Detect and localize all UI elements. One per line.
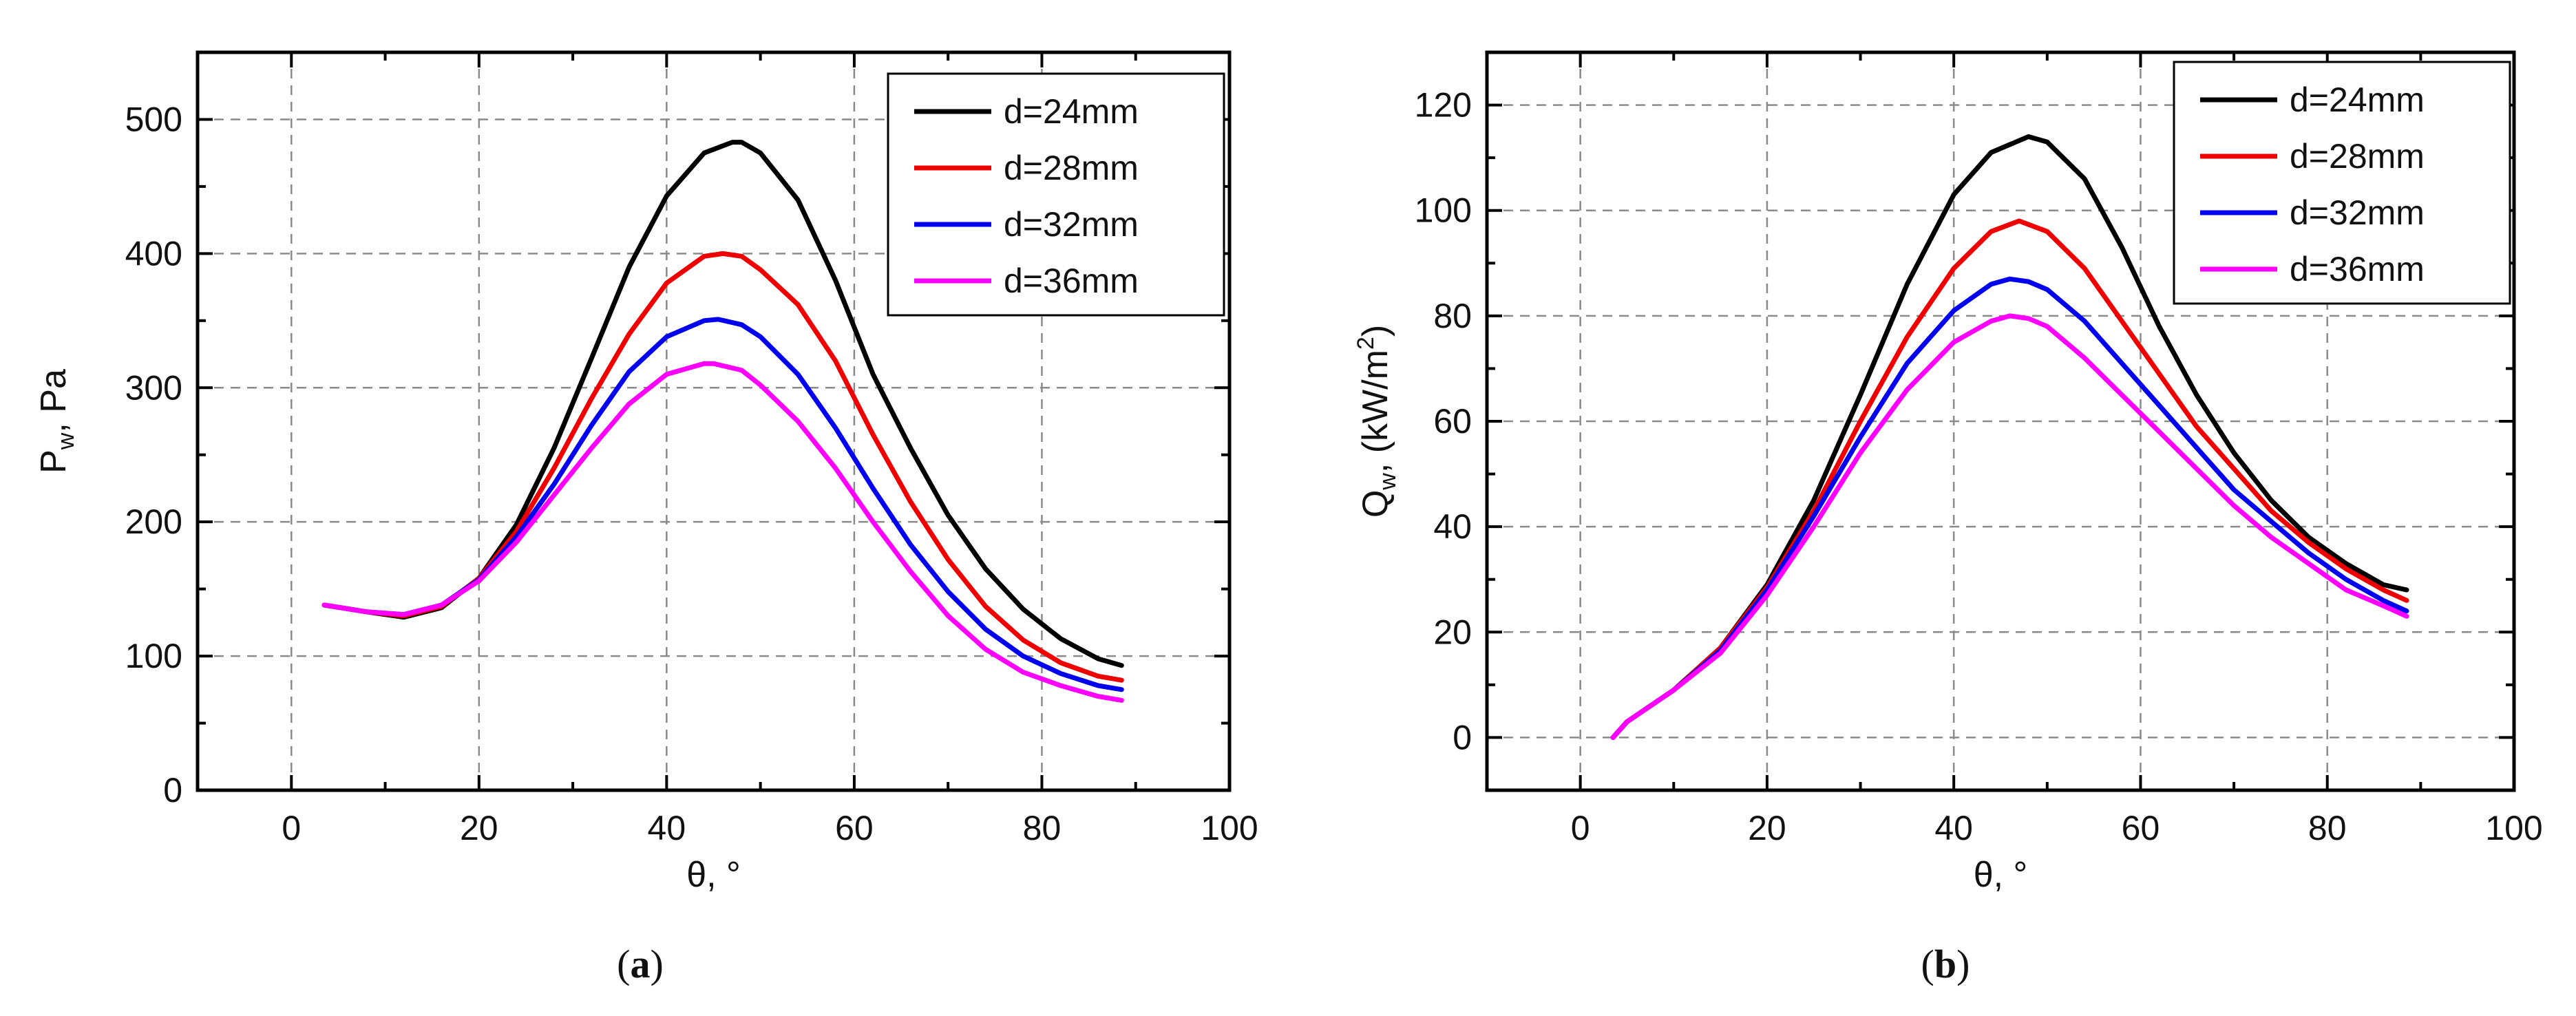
legend-label: d=36mm xyxy=(2290,250,2425,288)
x-axis-title: θ, ° xyxy=(1974,855,2028,895)
series-line-d32mm xyxy=(1610,276,2409,740)
x-tick-label: 100 xyxy=(1201,809,1258,847)
legend-label: d=28mm xyxy=(1004,149,1139,187)
legend-label: d=28mm xyxy=(2290,137,2425,176)
y-axis-title-subscript: w xyxy=(1375,473,1401,491)
x-tick-label: 80 xyxy=(2308,809,2347,847)
panel-label: (b) xyxy=(1921,942,1970,986)
panel-label-close: ) xyxy=(1956,942,1970,986)
y-tick-label: 80 xyxy=(1433,297,1472,335)
chart-panel-b: 0 20 40 60 80 100 0 20 40 60 80 100 120 θ, ° Qw, (kW/m… xyxy=(1353,50,2543,986)
x-tick-label: 20 xyxy=(460,809,498,847)
legend-label: d=24mm xyxy=(2290,81,2425,119)
panel-label-open: ( xyxy=(1921,942,1934,986)
y-axis-title: Pw, Pa xyxy=(34,369,79,474)
y-tick-label: 40 xyxy=(1433,507,1472,546)
y-tick-label: 120 xyxy=(1415,86,1472,125)
panel-label-letter: b xyxy=(1934,942,1956,986)
x-tick-label: 80 xyxy=(1023,809,1062,847)
series-line-d32mm xyxy=(321,317,1124,692)
y-tick-label: 100 xyxy=(1415,191,1472,230)
legend-label: d=32mm xyxy=(1004,205,1139,244)
legend-label: d=36mm xyxy=(1004,262,1139,300)
x-tick-label: 60 xyxy=(2122,809,2160,847)
y-tick-label: 0 xyxy=(1453,718,1472,756)
y-tick-label: 60 xyxy=(1433,402,1472,441)
y-tick-label: 300 xyxy=(125,368,182,407)
series-line-d36mm xyxy=(1610,313,2409,740)
legend-label: d=24mm xyxy=(1004,92,1139,131)
x-tick-label: 0 xyxy=(282,809,301,847)
y-axis-title-unit: , (kW/m xyxy=(1355,350,1395,473)
panel-label: (a) xyxy=(617,942,664,986)
plot-frame xyxy=(196,50,1232,792)
y-tick-label: 0 xyxy=(163,771,182,809)
x-tick-label: 60 xyxy=(835,809,874,847)
panel-label-letter: a xyxy=(631,942,651,986)
y-axis-title-symbol: P xyxy=(34,449,74,474)
y-tick-label: 200 xyxy=(125,502,182,541)
y-tick-label: 20 xyxy=(1433,613,1472,651)
x-axis-title: θ, ° xyxy=(686,855,741,895)
y-axis-title-subscript: w xyxy=(53,432,79,450)
legend-label: d=32mm xyxy=(2290,193,2425,232)
y-axis-title-unit: , Pa xyxy=(34,369,74,433)
y-axis-title: Qw, (kW/m2) xyxy=(1353,325,1401,518)
x-tick-label: 0 xyxy=(1571,809,1590,847)
panel-label-open: ( xyxy=(617,942,630,986)
panel-label-close: ) xyxy=(651,942,664,986)
y-tick-label: 500 xyxy=(125,100,182,138)
x-tick-label: 40 xyxy=(648,809,686,847)
series-line-d36mm xyxy=(321,361,1124,703)
y-axis-title-close: ) xyxy=(1355,325,1395,337)
y-axis-title-symbol: Q xyxy=(1355,490,1395,518)
y-tick-label: 400 xyxy=(125,234,182,273)
y-tick-label: 100 xyxy=(125,637,182,675)
y-axis-title-superscript: 2 xyxy=(1353,337,1379,350)
x-tick-label: 40 xyxy=(1934,809,1973,847)
x-tick-label: 100 xyxy=(2485,809,2542,847)
x-tick-label: 20 xyxy=(1748,809,1786,847)
chart-panel-a: 0 20 40 60 80 100 0 100 200 300 400 500 θ, ° Pw, Pa d=… xyxy=(34,50,1258,986)
series-line-d28mm xyxy=(321,251,1124,683)
